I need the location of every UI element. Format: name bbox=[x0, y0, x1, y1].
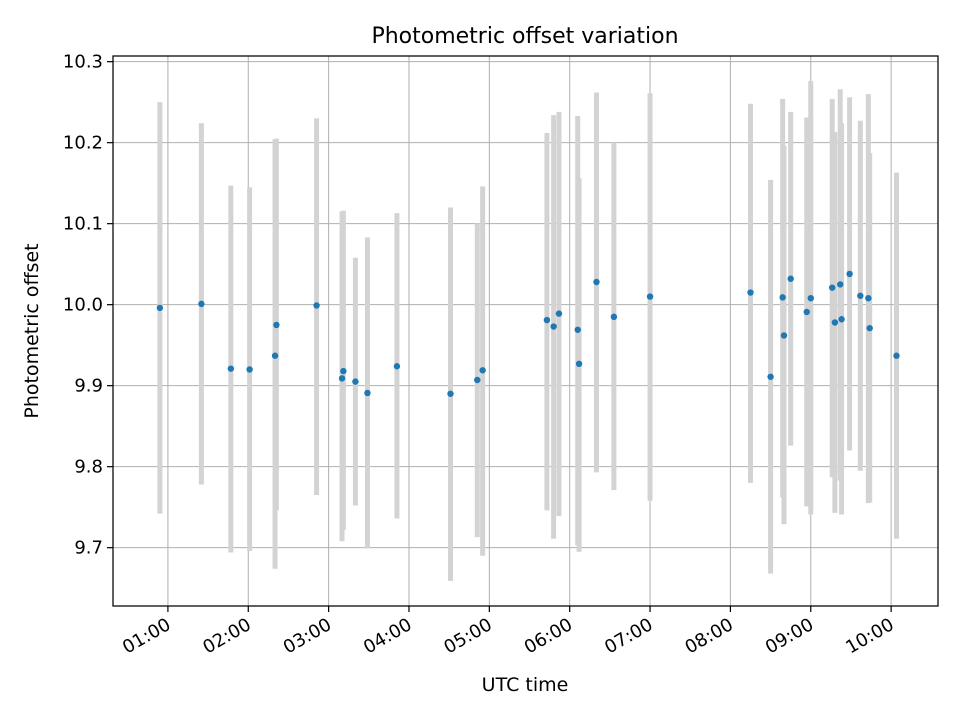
x-tick-label: 09:00 bbox=[762, 614, 817, 658]
data-point bbox=[550, 323, 557, 330]
x-tick-label: 01:00 bbox=[119, 614, 174, 658]
data-point bbox=[575, 360, 583, 368]
data-point bbox=[893, 352, 900, 359]
data-point bbox=[338, 375, 346, 382]
data-point bbox=[767, 373, 774, 380]
x-tick-label: 03:00 bbox=[280, 614, 335, 658]
data-point bbox=[780, 332, 788, 339]
x-tick-label: 05:00 bbox=[440, 614, 495, 658]
data-point bbox=[779, 294, 786, 301]
data-point bbox=[364, 389, 371, 397]
data-points bbox=[156, 270, 900, 397]
data-point bbox=[803, 308, 810, 316]
data-point bbox=[838, 316, 845, 323]
data-point bbox=[352, 378, 359, 385]
data-point bbox=[787, 275, 794, 282]
data-point bbox=[747, 289, 754, 296]
data-point bbox=[313, 302, 320, 309]
y-axis-ticks: 9.7 9.8 9.9 10.0 10.1 10.2 10.3 bbox=[63, 52, 113, 559]
data-point bbox=[156, 304, 164, 312]
x-tick-label: 06:00 bbox=[521, 614, 576, 658]
data-point bbox=[227, 365, 235, 372]
plot-frame bbox=[112, 55, 939, 607]
data-point bbox=[543, 316, 551, 324]
y-tick-label: 10.3 bbox=[63, 52, 103, 73]
data-point bbox=[555, 310, 563, 317]
x-tick-label: 10:00 bbox=[842, 614, 897, 658]
chart-title: Photometric offset variation bbox=[371, 24, 678, 49]
data-point bbox=[393, 363, 401, 370]
data-point bbox=[846, 270, 853, 278]
data-point bbox=[574, 326, 581, 333]
data-point bbox=[837, 281, 844, 288]
x-axis-ticks: 01:00 02:00 03:00 04:00 05:00 06:00 07:00 08:00… bbox=[119, 606, 898, 658]
error-bars bbox=[157, 81, 899, 581]
data-point bbox=[807, 294, 814, 302]
y-axis-label: Photometric offset bbox=[21, 243, 43, 418]
grid bbox=[113, 56, 938, 606]
x-tick-label: 07:00 bbox=[601, 614, 656, 658]
data-point bbox=[447, 390, 454, 397]
data-point bbox=[593, 278, 600, 286]
y-tick-label: 9.9 bbox=[74, 376, 103, 397]
data-point bbox=[271, 352, 279, 359]
x-tick-label: 04:00 bbox=[360, 614, 415, 658]
y-tick-label: 10.1 bbox=[63, 214, 103, 235]
data-point bbox=[273, 321, 280, 329]
data-point bbox=[246, 366, 253, 373]
x-tick-label: 02:00 bbox=[199, 614, 254, 658]
y-tick-label: 9.7 bbox=[74, 538, 103, 559]
x-tick-label: 08:00 bbox=[681, 614, 736, 658]
data-point bbox=[340, 367, 347, 375]
x-axis-label: UTC time bbox=[482, 674, 569, 696]
y-tick-label: 9.8 bbox=[74, 457, 103, 478]
y-tick-label: 10.2 bbox=[63, 133, 103, 154]
data-point bbox=[479, 367, 486, 374]
data-point bbox=[610, 313, 618, 321]
data-point bbox=[831, 319, 839, 326]
data-point bbox=[857, 292, 864, 299]
data-point bbox=[866, 324, 873, 332]
data-point bbox=[474, 376, 481, 384]
data-point bbox=[865, 294, 872, 302]
y-tick-label: 10.0 bbox=[63, 295, 103, 316]
data-point bbox=[198, 300, 205, 308]
data-point bbox=[828, 284, 836, 291]
data-point bbox=[646, 293, 654, 300]
